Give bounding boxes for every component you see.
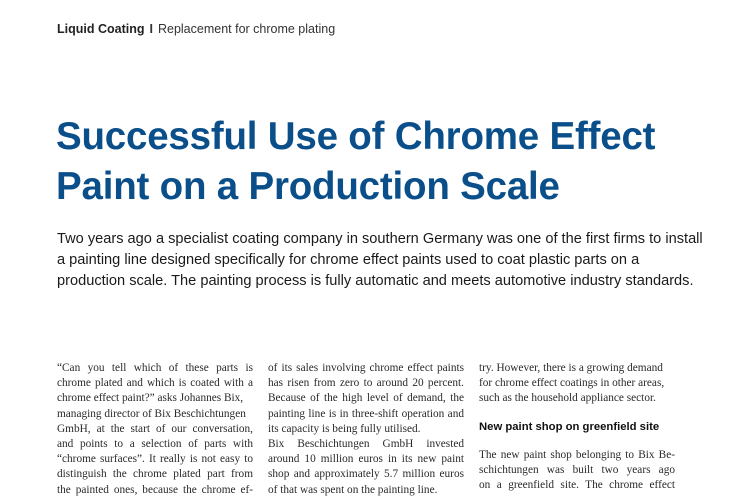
body-line: The new paint shop belonging to Bix Be- [479,448,675,461]
body-column-3: try. However, there is a growing demand … [479,361,675,493]
article-lead: Two years ago a specialist coating compa… [57,229,703,292]
body-line: distinguish the chrome plated part from [57,468,253,481]
body-line: around 10 million euros in its new paint [268,453,464,466]
body-line: “chrome surfaces”. It really is not easy… [57,453,253,466]
body-line: such as the household appliance sector. [479,392,656,405]
lead-line: Two years ago a specialist coating compa… [57,231,703,247]
body-line: schichtungen was built two years ago [479,464,675,477]
title-line: Paint on a Production Scale [56,165,560,208]
body-line: on a greenfield site. The chrome effect [479,479,675,492]
body-column-2: of its sales involving chrome effect pai… [268,361,464,498]
body-line: and points to a selection of parts with [57,438,253,451]
body-column-1: “Can you tell which of these parts is ch… [57,361,253,498]
body-line: painting line is in three-shift operatio… [268,407,464,420]
body-line: Bix Beschichtungen GmbH invested [268,438,464,451]
header-separator: I [149,22,153,36]
header-section: Liquid Coating [57,22,145,36]
body-line: its capacity is being fully utilised. [268,422,421,435]
body-line: GmbH, at the start of our conversation, [57,422,253,435]
lead-line: production scale. The painting process i… [57,273,694,289]
title-line: Successful Use of Chrome Effect [56,115,656,158]
body-line: for chrome effect coatings in other area… [479,377,665,390]
body-line: shop and approximately 5.7 million euros [268,468,464,481]
body-line: managing director of Bix Beschichtungen [57,407,246,420]
body-line: of its sales involving chrome effect pai… [268,362,464,374]
body-line: chrome plated and which is coated with a [57,377,253,390]
lead-line: a painting line designed specifically fo… [57,252,640,268]
header-topic: Replacement for chrome plating [157,22,336,36]
body-line: the painted ones, because the chrome ef- [57,483,253,496]
body-line: “Can you tell which of these parts is [57,362,253,374]
body-line: has risen from zero to around 20 percent… [268,377,464,390]
article-title: Successful Use of Chrome Effect Paint on… [56,112,716,212]
body-line: of that was spent on the painting line. [268,483,438,496]
section-subheading: New paint shop on greenfield site [479,420,660,433]
body-line: try. However, there is a growing demand [479,362,663,374]
running-header: Liquid Coating I Replacement for chrome pl… [57,22,335,36]
body-line: chrome effect paint?” asks Johannes Bix, [57,392,244,405]
body-line: Because of the high level of demand, the [268,392,464,405]
